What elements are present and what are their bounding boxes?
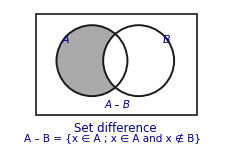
Circle shape xyxy=(56,25,127,96)
Text: A – B: A – B xyxy=(104,99,130,109)
Text: A – B = {x ∈ A ; x ∈ A and x ∉ B}: A – B = {x ∈ A ; x ∈ A and x ∉ B} xyxy=(24,134,201,144)
Bar xyxy=(36,14,196,115)
Text: A: A xyxy=(62,35,70,45)
Circle shape xyxy=(103,25,174,96)
Text: B: B xyxy=(163,35,171,45)
Text: Set difference: Set difference xyxy=(74,122,157,135)
